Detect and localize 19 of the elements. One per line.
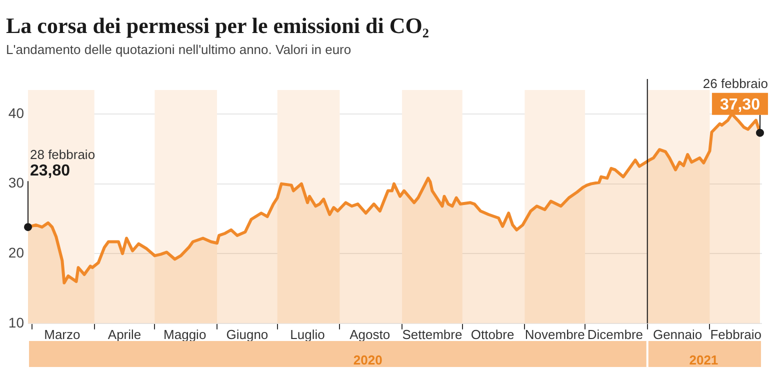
x-tick-label: Settembre [402,326,462,342]
x-tick-label: Marzo [44,326,80,342]
y-tick-label: 10 [8,314,24,330]
chart-subtitle: L'andamento delle quotazioni nell'ultimo anno. Valori in euro [6,42,352,57]
x2-tick-label: 2021 [689,352,718,368]
x-tick-label: Gennaio [652,326,702,342]
x-tick-label: Febbraio [710,326,762,342]
x-tick-label: Ottobre [470,326,514,342]
y-tick-label: 20 [8,244,24,260]
x-tick-label: Dicembre [587,326,644,342]
chart-title: La corsa dei permessi per le emissioni di CO₂ [6,12,430,38]
data-label: 23,80 [30,162,70,180]
annotation: 28 febbraio [30,147,96,162]
x-tick-label: Novembre [524,326,585,342]
data-label: 37,30 [720,96,760,114]
y-tick-label: 40 [8,104,24,121]
y-tick-label: 30 [8,174,24,191]
text: 26 febbraio [702,76,768,91]
x2-tick-label: 2020 [353,352,382,368]
